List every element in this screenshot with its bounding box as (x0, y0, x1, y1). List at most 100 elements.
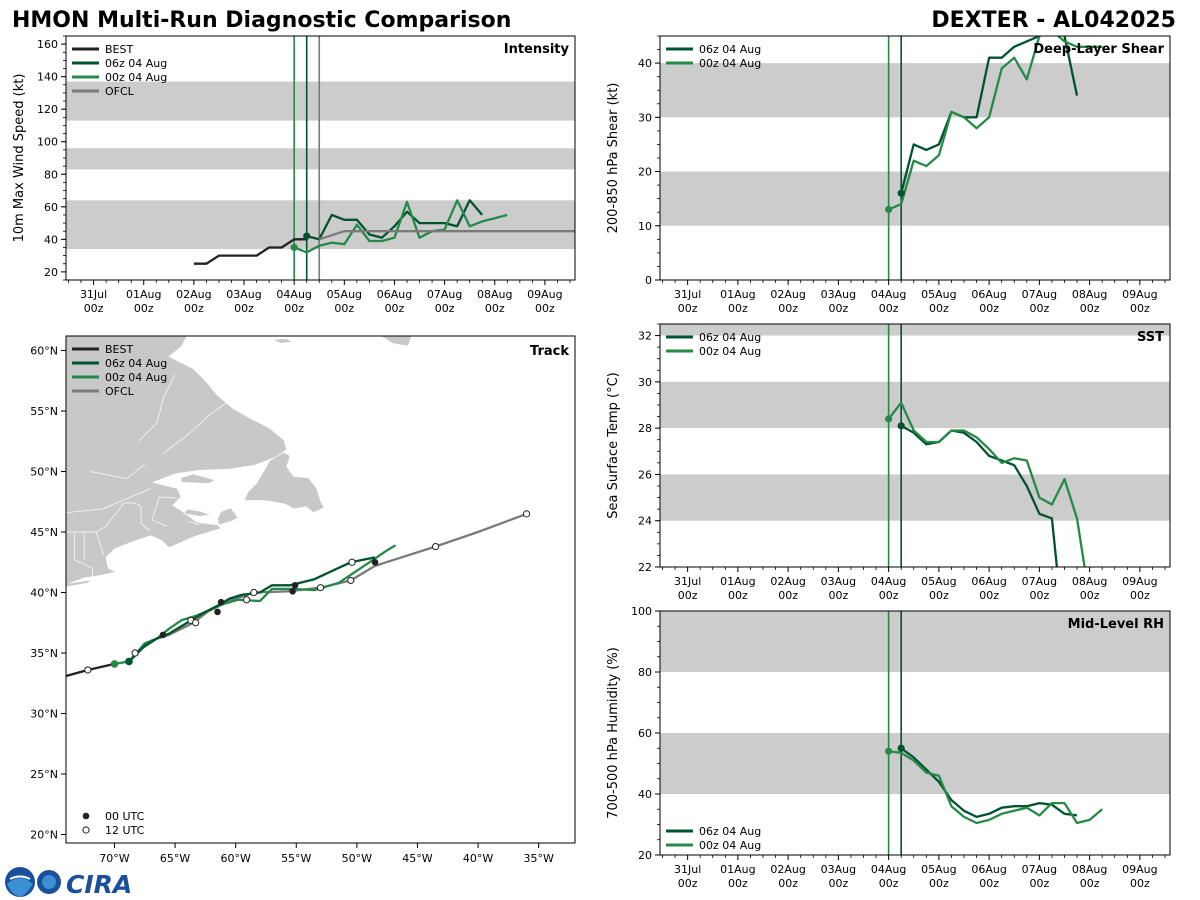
sst-title: SST (1137, 330, 1164, 345)
intensity-legend-entry: OFCL (105, 85, 135, 98)
shear-xtick-label: 31Jul 00z (674, 288, 701, 315)
track-ytick-label: 55°N (30, 405, 58, 418)
shear-ytick-label: 10 (638, 220, 652, 233)
sst-ytick-label: 22 (638, 561, 652, 574)
rh-legend-entry: 06z 04 Aug (699, 825, 761, 838)
sst-ytick-label: 30 (638, 376, 652, 389)
intensity-series-best (193, 238, 307, 265)
track-xtick-label: 70°W (99, 852, 129, 865)
rh-xtick-label: 09Aug 00z (1122, 863, 1157, 890)
shear-title: Deep-Layer Shear (1033, 42, 1164, 57)
cira-logo-text: CIRA (66, 870, 132, 899)
shear-init-marker (897, 189, 905, 197)
intensity-legend-entry: 06z 04 Aug (105, 57, 167, 70)
track-ytick-label: 30°N (30, 708, 58, 721)
track-12utc-marker (432, 542, 440, 551)
intensity-ytick-label: 40 (44, 233, 58, 246)
track-land (381, 336, 412, 346)
intensity-ylabel: 10m Max Wind Speed (kt) (12, 74, 27, 243)
track-border (66, 502, 150, 533)
track-marker-legend-entry: 00 UTC (105, 810, 145, 823)
intensity-ytick-label: 160 (37, 38, 58, 51)
rh-init-marker (897, 744, 905, 752)
rh-band (660, 611, 1170, 672)
sst-series-06z-04-aug (900, 424, 1059, 567)
track-init-marker (125, 657, 133, 666)
shear-xtick-label: 05Aug 00z (921, 288, 956, 315)
track-00utc-marker (291, 581, 299, 589)
track-ytick-label: 60°N (30, 345, 58, 358)
intensity-series-06z-04-aug (306, 199, 484, 241)
intensity-panel: 20 40 60 80 100 120 140 160 31Jul 00z 01Aug 00z 02Au… (12, 35, 576, 315)
rh-legend-entry: 00z 04 Aug (699, 839, 761, 852)
sst-xtick-label: 03Aug 00z (821, 575, 856, 602)
track-frame (65, 335, 576, 844)
sst-band (660, 474, 1170, 521)
intensity-xtick-label: 31Jul 00z (80, 288, 107, 315)
intensity-xtick-label: 01Aug 00z (126, 288, 161, 315)
intensity-legend-entry: BEST (105, 43, 133, 56)
sst-init-marker (897, 422, 905, 430)
sst-band (660, 381, 1170, 429)
sst-ytick-label: 32 (638, 330, 652, 343)
sst-xtick-label: 04Aug 00z (871, 575, 906, 602)
rh-xtick-label: 04Aug 00z (871, 863, 906, 890)
sst-init-marker (885, 415, 893, 423)
rh-ytick-label: 60 (638, 727, 652, 740)
sst-ylabel: Sea Surface Temp (°C) (606, 372, 621, 519)
track-12utc-marker (131, 649, 139, 657)
track-line-06z-04-aug (128, 556, 376, 663)
track-12utc-marker (242, 596, 251, 604)
track-ytick-label: 45°N (30, 526, 58, 539)
track-12utc-marker (348, 558, 356, 566)
intensity-xtick-label: 05Aug 00z (327, 288, 362, 315)
rh-ylabel: 700-500 hPa Humidity (%) (606, 647, 621, 819)
shear-init-marker (885, 205, 893, 214)
track-border (74, 532, 94, 577)
shear-xtick-label: 04Aug 00z (871, 288, 906, 315)
figure-title: HMON Multi-Run Diagnostic Comparison (12, 8, 511, 33)
rh-xtick-label: 05Aug 00z (921, 863, 956, 890)
track-border (162, 396, 236, 454)
track-12utc-marker (316, 584, 325, 592)
track-border (95, 531, 104, 556)
track-12utc-marker (192, 619, 200, 627)
intensity-xtick-label: 03Aug 00z (226, 288, 261, 315)
rh-xtick-label: 03Aug 00z (821, 863, 856, 890)
sst-ytick-label: 28 (638, 422, 652, 435)
track-legend-entry: 00z 04 Aug (105, 371, 167, 384)
track-border (187, 520, 200, 526)
sst-frame (659, 323, 1171, 568)
intensity-ytick-label: 20 (44, 266, 58, 279)
track-land (271, 338, 294, 344)
sst-panel: 22 24 26 28 30 32 31Jul 00z 01Aug 00z 02Aug 00z 03Au… (606, 323, 1171, 602)
intensity-ytick-label: 100 (37, 136, 58, 149)
track-xtick-label: 40°W (463, 852, 493, 865)
sst-xtick-label: 02Aug 00z (770, 575, 805, 602)
shear-series-06z-04-aug (900, 36, 1079, 194)
sst-xtick-label: 09Aug 00z (1122, 575, 1157, 602)
track-legend-entry: OFCL (105, 385, 135, 398)
track-legend-12utc-marker (82, 826, 90, 834)
shear-xtick-label: 06Aug 00z (971, 288, 1006, 315)
rh-ytick-label: 40 (638, 788, 652, 801)
track-ytick-label: 25°N (30, 768, 58, 781)
shear-panel: 0 10 20 30 40 31Jul 00z 01Aug 00z 02Aug 00z 03Aug 00… (606, 35, 1171, 315)
intensity-ytick-label: 120 (37, 103, 58, 116)
shear-legend-entry: 00z 04 Aug (699, 57, 761, 70)
track-line-ofcl (134, 512, 527, 654)
track-00utc-marker (289, 588, 296, 595)
track-legend-entry: 06z 04 Aug (105, 357, 167, 370)
track-xtick-label: 35°W (523, 852, 553, 865)
rh-ytick-label: 80 (638, 666, 652, 679)
track-marker-legend-entry: 12 UTC (105, 824, 145, 837)
shear-ytick-label: 40 (638, 57, 652, 70)
track-land (180, 473, 216, 484)
shear-legend-entry: 06z 04 Aug (699, 43, 761, 56)
track-xtick-label: 45°W (402, 852, 432, 865)
shear-xtick-label: 09Aug 00z (1122, 288, 1157, 315)
track-ytick-label: 20°N (30, 829, 58, 842)
sst-xtick-label: 31Jul 00z (674, 575, 701, 602)
track-land (66, 336, 287, 589)
sst-xtick-label: 01Aug 00z (720, 575, 755, 602)
